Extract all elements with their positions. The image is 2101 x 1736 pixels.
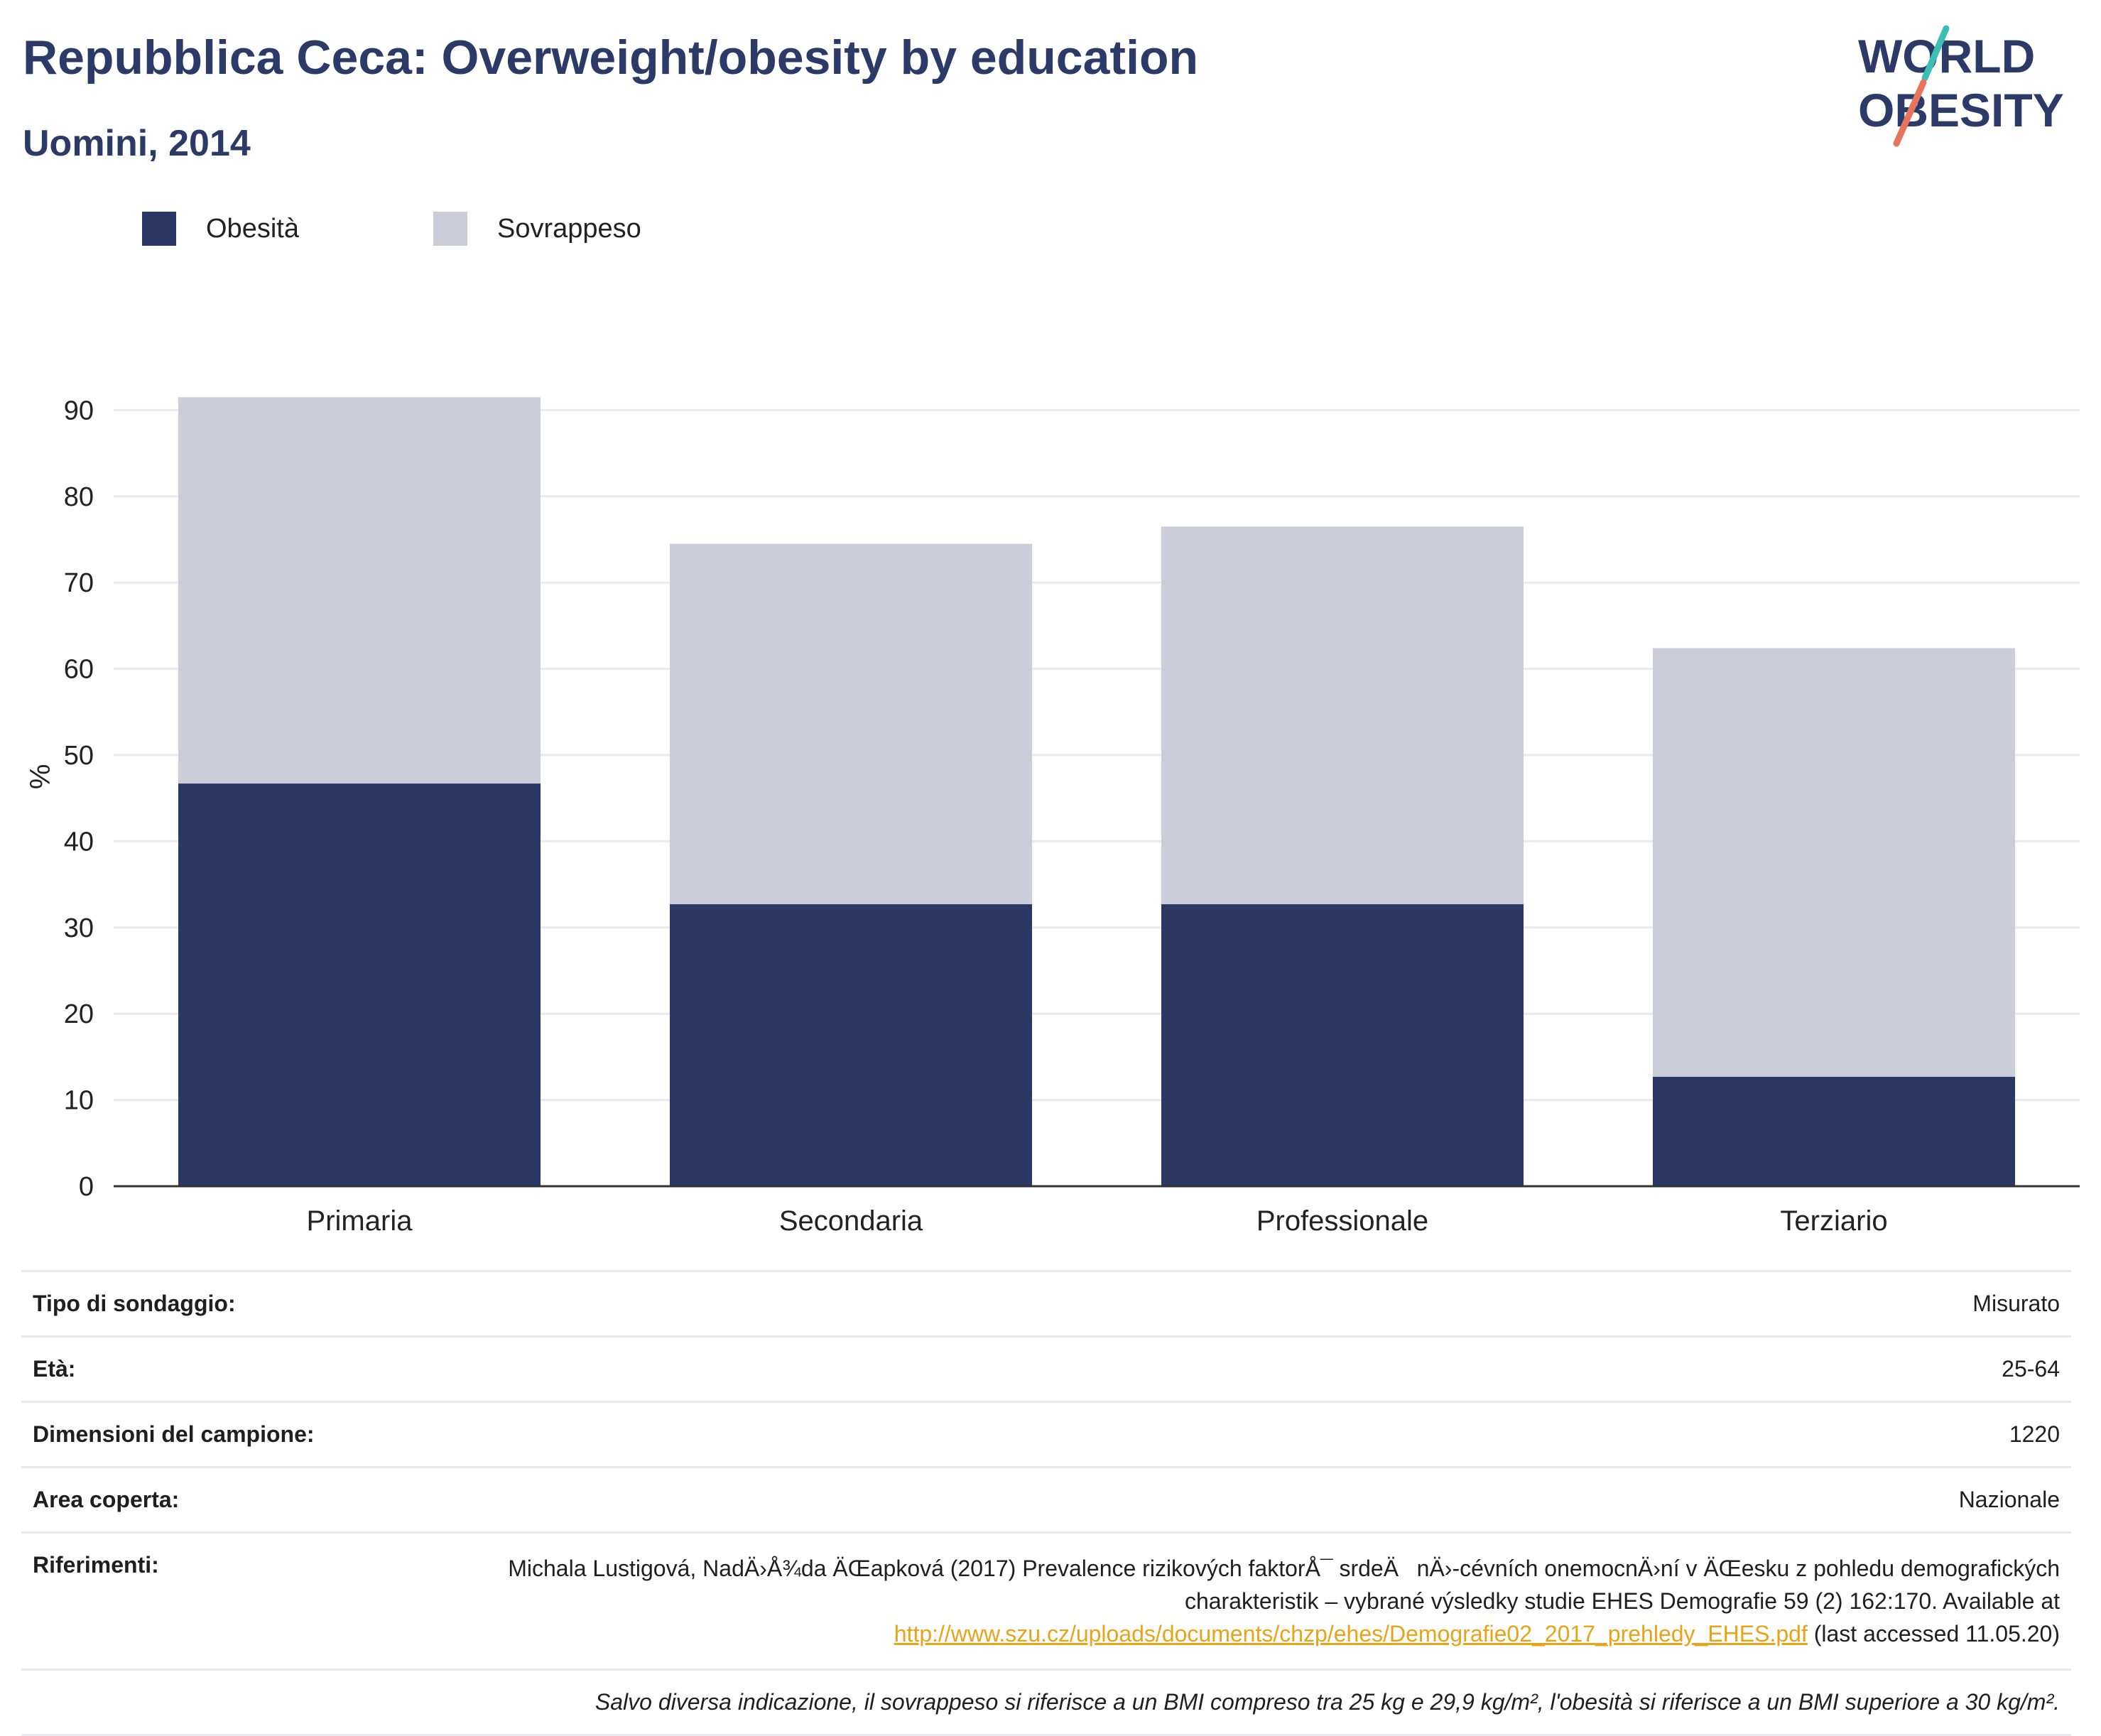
info-label: Dimensioni del campione: <box>33 1421 315 1447</box>
info-value: 1220 <box>2009 1421 2060 1447</box>
reference-citation: Michala Lustigová, NadÄ›Å¾da ÄŒapková (2… <box>462 1552 2060 1650</box>
info-row-references: Riferimenti: Michala Lustigová, NadÄ›Å¾d… <box>21 1531 2071 1669</box>
y-tick-label: 20 <box>64 999 94 1029</box>
info-table: Tipo di sondaggio: Misurato Età: 25-64 D… <box>21 1270 2071 1736</box>
info-value: 25-64 <box>2002 1356 2060 1382</box>
legend-swatch-overweight <box>433 212 467 246</box>
info-label: Riferimenti: <box>33 1552 159 1578</box>
bar-overweight-terziario <box>1653 648 2015 1077</box>
y-tick-label: 90 <box>64 396 94 425</box>
info-value: Misurato <box>1972 1291 2060 1316</box>
info-value: Nazionale <box>1958 1487 2060 1512</box>
y-tick-label: 10 <box>64 1086 94 1116</box>
y-tick-label: 0 <box>79 1172 94 1202</box>
legend-item-obesity[interactable]: Obesità <box>142 212 299 246</box>
chart-subtitle: Uomini, 2014 <box>23 123 251 164</box>
bar-overweight-secondaria <box>670 543 1032 905</box>
y-tick-label: 30 <box>64 913 94 943</box>
info-row-survey-type: Tipo di sondaggio: Misurato <box>21 1270 2071 1335</box>
legend-item-overweight[interactable]: Sovrappeso <box>433 212 641 246</box>
bar-obesity-primaria <box>178 783 541 1186</box>
x-tick-label: Secondaria <box>779 1205 923 1236</box>
info-row-sample-size: Dimensioni del campione: 1220 <box>21 1401 2071 1466</box>
bar-obesity-terziario <box>1653 1076 2015 1186</box>
y-tick-label: 60 <box>64 655 94 685</box>
bar-overweight-professionale <box>1161 526 1524 905</box>
bmi-definition-note: Salvo diversa indicazione, il sovrappeso… <box>21 1669 2071 1736</box>
x-tick-label: Professionale <box>1256 1205 1428 1236</box>
world-obesity-logo: WORLD OBESITY <box>1858 25 2064 147</box>
y-tick-label: 40 <box>64 827 94 857</box>
info-row-area: Area coperta: Nazionale <box>21 1466 2071 1531</box>
legend-label-obesity: Obesità <box>206 213 299 244</box>
reference-link[interactable]: http://www.szu.cz/uploads/documents/chzp… <box>894 1621 1808 1647</box>
reference-suffix: (last accessed 11.05.20) <box>1813 1621 2060 1647</box>
reference-text: Michala Lustigová, NadÄ›Å¾da ÄŒapková (2… <box>508 1556 2060 1614</box>
info-row-age: Età: 25-64 <box>21 1335 2071 1401</box>
stacked-bar-chart: 0 10 20 30 40 50 60 70 80 90% Primaria Secondaria Pr… <box>25 396 2080 1236</box>
logo-text-world: WORLD <box>1858 30 2035 82</box>
x-tick-label: Terziario <box>1780 1205 1887 1236</box>
chart-title: Repubblica Ceca: Overweight/obesity by e… <box>23 31 1199 85</box>
bar-overweight-primaria <box>178 397 541 784</box>
bar-obesity-professionale <box>1161 904 1524 1186</box>
info-label: Tipo di sondaggio: <box>33 1291 236 1316</box>
logo-slash-teal <box>1921 25 1950 82</box>
info-label: Area coperta: <box>33 1487 180 1512</box>
y-tick-label: 80 <box>64 482 94 512</box>
legend-swatch-obesity <box>142 212 176 246</box>
x-tick-label: Primaria <box>307 1205 413 1236</box>
y-tick-label: 50 <box>64 741 94 771</box>
y-tick-label: 70 <box>64 568 94 598</box>
logo-text-obesity: OBESITY <box>1858 84 2064 136</box>
legend-label-overweight: Sovrappeso <box>497 213 641 244</box>
y-axis-label: % <box>25 764 56 790</box>
logo-slash-coral <box>1893 79 1927 147</box>
bar-obesity-secondaria <box>670 904 1032 1186</box>
info-label: Età: <box>33 1356 76 1382</box>
